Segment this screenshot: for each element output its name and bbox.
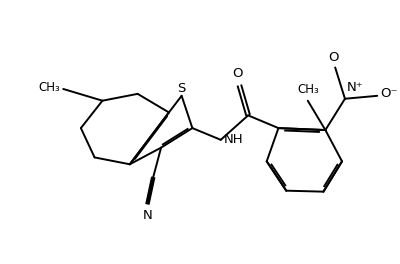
Text: CH₃: CH₃	[38, 81, 60, 93]
Text: N⁺: N⁺	[347, 81, 364, 94]
Text: NH: NH	[224, 133, 244, 146]
Text: CH₃: CH₃	[297, 83, 319, 96]
Text: S: S	[178, 82, 186, 95]
Text: N: N	[142, 209, 152, 222]
Text: O: O	[232, 67, 243, 80]
Text: O: O	[328, 50, 338, 64]
Text: O⁻: O⁻	[380, 87, 398, 100]
